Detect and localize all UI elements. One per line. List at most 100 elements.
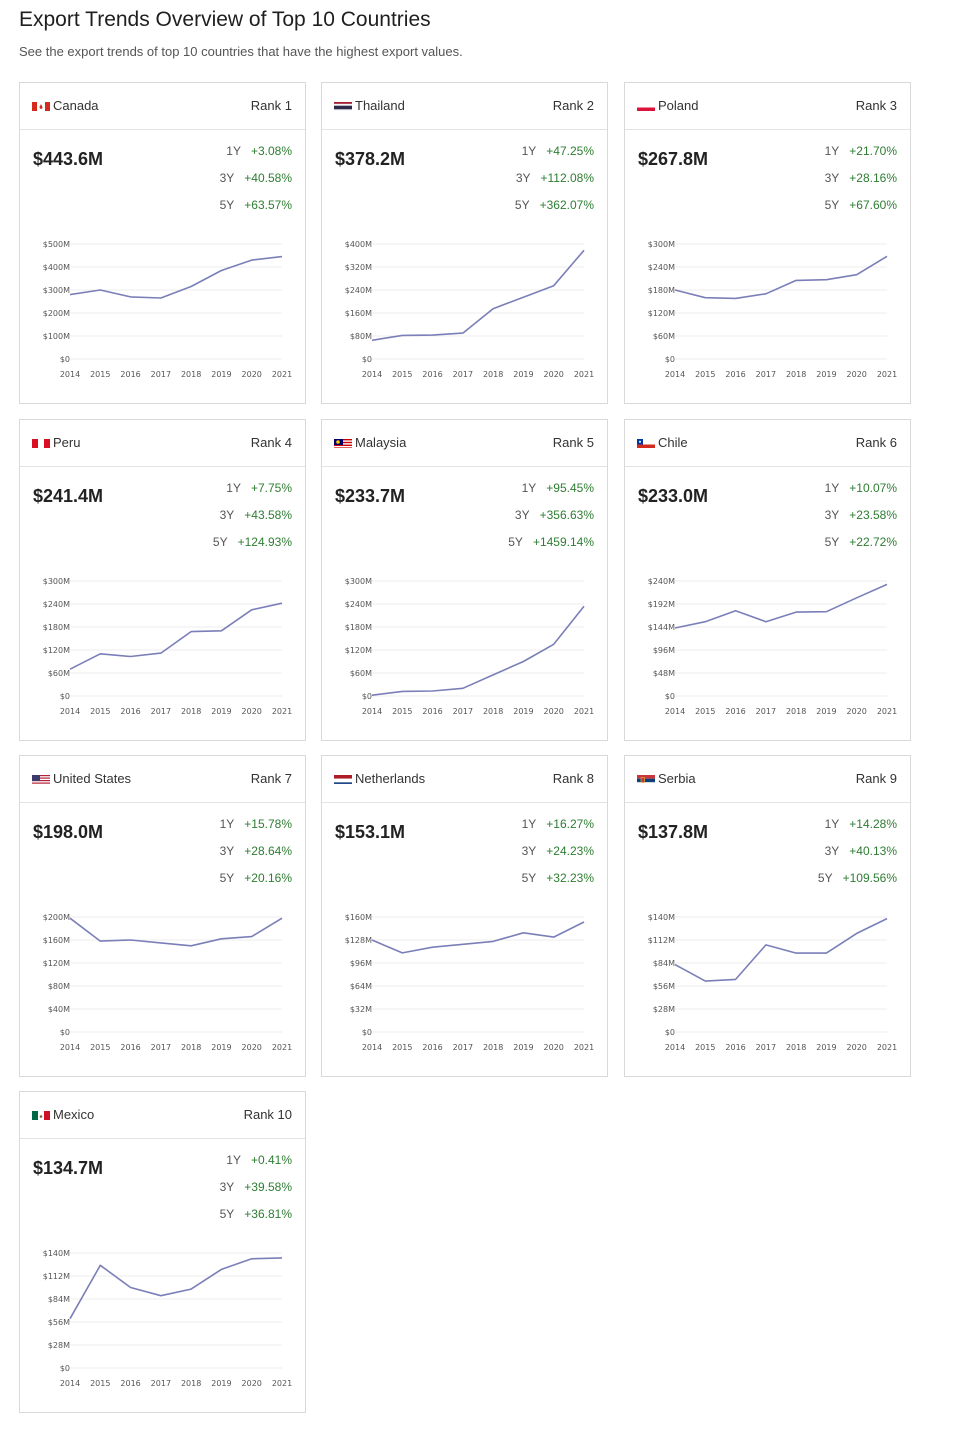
rank-label: Rank 9 [855,771,897,786]
x-tick-label: 2019 [211,707,231,716]
y-tick-label: $0 [60,1028,70,1037]
x-tick-label: 2021 [877,1043,897,1052]
y-tick-label: $120M [648,309,675,318]
x-tick-label: 2017 [453,370,473,379]
y-tick-label: $120M [345,646,372,655]
x-tick-label: 2019 [211,1379,231,1388]
growth-percent: +10.07% [849,481,897,495]
series-line [69,917,283,947]
y-tick-label: $0 [362,692,372,701]
growth-period: 5Y [508,535,523,549]
x-tick-label: 2014 [60,1043,80,1052]
series-line [69,602,283,670]
growth-percent: +28.16% [849,171,897,185]
country-card: Canada Rank 1 $443.6M 1Y +3.08% 3Y +40.58% 5Y +6… [19,82,306,404]
x-tick-label: 2019 [211,370,231,379]
growth-period: 5Y [514,198,530,212]
x-tick-label: 2016 [120,1043,140,1052]
growth-period: 3Y [219,844,235,858]
y-tick-label: $112M [43,1272,70,1281]
y-tick-label: $120M [43,959,70,968]
x-tick-label: 2015 [392,707,412,716]
growth-period: 3Y [515,171,531,185]
y-tick-label: $112M [648,936,675,945]
y-tick-label: $120M [43,646,70,655]
growth-row: 5Y +109.56% [818,871,897,885]
y-tick-label: $140M [648,913,675,922]
y-tick-label: $240M [648,263,675,272]
country-name: Netherlands [355,771,426,786]
x-tick-label: 2015 [695,370,715,379]
growth-percent: +67.60% [849,198,897,212]
country-card: Serbia Rank 9 $137.8M 1Y +14.28% 3Y +40.13% 5Y +… [624,755,911,1077]
y-tick-label: $60M [48,669,70,678]
x-tick-label: 2021 [877,370,897,379]
page-subtitle: See the export trends of top 10 countrie… [19,44,463,59]
series-line [69,255,283,299]
country-card: Malaysia Rank 5 $233.7M 1Y +95.45% 3Y +356.63%… [321,419,608,741]
x-tick-label: 2018 [786,707,806,716]
growth-percent: +15.78% [244,817,292,831]
growth-period: 1Y [521,481,537,495]
growth-percent: +95.45% [546,481,594,495]
x-tick-label: 2016 [725,707,745,716]
x-tick-label: 2014 [60,707,80,716]
x-tick-label: 2015 [695,707,715,716]
x-tick-label: 2020 [544,707,564,716]
growth-period: 1Y [226,144,241,158]
y-tick-label: $28M [653,1005,675,1014]
growth-row: 1Y +47.25% [522,144,594,158]
y-tick-label: $56M [48,1318,70,1327]
card-header: Poland Rank 3 [625,83,910,130]
growth-row: 5Y +1459.14% [508,535,594,549]
y-tick-label: $28M [48,1341,70,1350]
country-card: Thailand Rank 2 $378.2M 1Y +47.25% 3Y +112.08%… [321,82,608,404]
country-card: United States Rank 7 $198.0M 1Y +15.78% 3Y +28… [19,755,306,1077]
y-tick-label: $300M [345,577,372,586]
x-tick-label: 2016 [422,370,442,379]
card-header: Netherlands Rank 8 [322,756,607,803]
x-tick-label: 2020 [242,1379,262,1388]
y-tick-label: $180M [345,623,372,632]
growth-period: 3Y [514,508,530,522]
y-tick-label: $0 [665,692,675,701]
growth-percent: +112.08% [540,171,595,185]
x-tick-label: 2014 [362,1043,382,1052]
growth-row: 5Y +22.72% [825,535,897,549]
growth-row: 3Y +28.16% [825,171,897,185]
x-tick-label: 2014 [60,370,80,379]
malaysia-flag-icon [334,437,352,448]
growth-percent: +47.25% [546,144,594,158]
y-tick-label: $400M [345,240,372,249]
export-value: $153.1M [335,822,406,842]
x-tick-label: 2017 [151,1043,171,1052]
growth-percent: +28.64% [244,844,292,858]
x-tick-label: 2019 [513,1043,533,1052]
growth-period: 3Y [824,171,840,185]
x-tick-label: 2018 [483,707,503,716]
page-title: Export Trends Overview of Top 10 Countri… [19,8,431,31]
trend-line-chart: $0 $60M $120M $180M $240M $300M 2014 2015 2016 20… [345,577,594,716]
x-tick-label: 2016 [725,370,745,379]
growth-row: 3Y +356.63% [515,508,594,522]
y-tick-label: $300M [43,286,70,295]
export-value: $443.6M [33,149,104,169]
y-tick-label: $140M [43,1249,70,1258]
x-tick-label: 2017 [151,1379,171,1388]
x-tick-label: 2021 [272,1043,292,1052]
growth-period: 5Y [219,871,235,885]
country-card: Poland Rank 3 $267.8M 1Y +21.70% 3Y +28.16% 5Y +… [624,82,911,404]
x-tick-label: 2015 [90,707,110,716]
trend-line-chart: $0 $28M $56M $84M $112M $140M 2014 2015 2016 2017… [43,1249,292,1388]
x-tick-label: 2021 [574,370,594,379]
growth-row: 5Y +36.81% [220,1207,292,1221]
x-tick-label: 2015 [392,370,412,379]
growth-period: 1Y [226,1153,241,1167]
y-tick-label: $0 [60,692,70,701]
x-tick-label: 2017 [453,707,473,716]
country-name: Canada [53,98,99,113]
growth-row: 3Y +24.23% [522,844,594,858]
growth-period: 5Y [219,198,235,212]
growth-percent: +43.58% [244,508,292,522]
x-tick-label: 2017 [453,1043,473,1052]
